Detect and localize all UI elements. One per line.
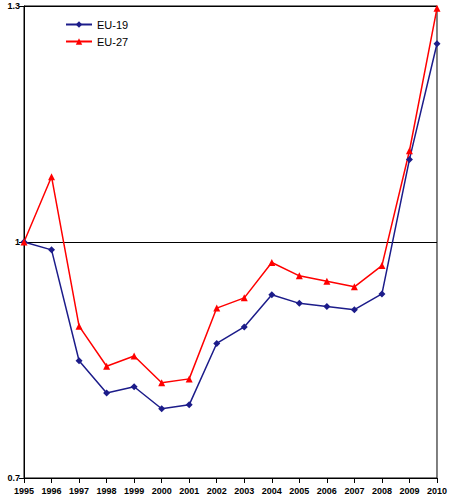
svg-text:1996: 1996 [42, 486, 62, 496]
svg-text:1999: 1999 [124, 486, 144, 496]
svg-text:1: 1 [15, 237, 20, 247]
svg-text:2001: 2001 [179, 486, 199, 496]
svg-text:2004: 2004 [262, 486, 282, 496]
svg-text:2009: 2009 [399, 486, 419, 496]
svg-text:2006: 2006 [317, 486, 337, 496]
svg-text:2010: 2010 [427, 486, 447, 496]
svg-text:2003: 2003 [234, 486, 254, 496]
svg-text:2007: 2007 [344, 486, 364, 496]
svg-text:EU-19: EU-19 [97, 19, 128, 31]
svg-text:2000: 2000 [152, 486, 172, 496]
svg-text:1.3: 1.3 [7, 1, 20, 11]
svg-text:2002: 2002 [207, 486, 227, 496]
svg-text:2008: 2008 [372, 486, 392, 496]
svg-text:1998: 1998 [97, 486, 117, 496]
svg-text:2005: 2005 [289, 486, 309, 496]
svg-text:1995: 1995 [14, 486, 34, 496]
svg-text:0.7: 0.7 [7, 473, 20, 483]
svg-text:1997: 1997 [69, 486, 89, 496]
svg-text:EU-27: EU-27 [97, 36, 128, 48]
